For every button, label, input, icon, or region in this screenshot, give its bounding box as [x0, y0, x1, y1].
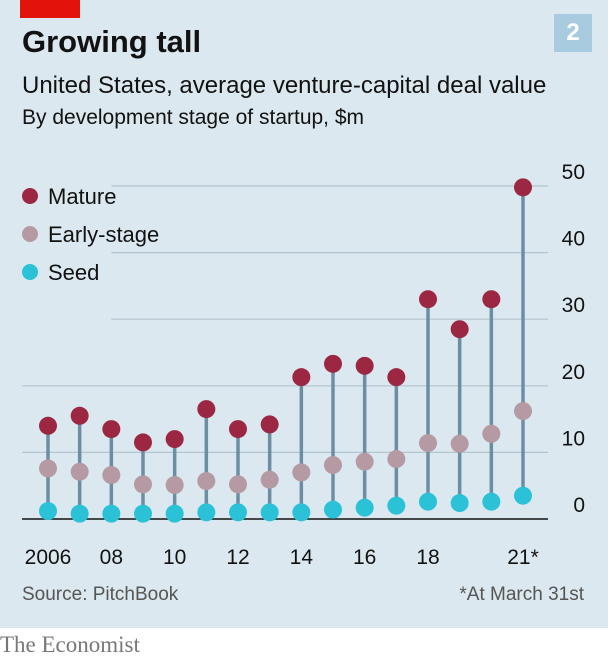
- point-early-stage-2009: [134, 475, 152, 494]
- x-tick-label: 18: [416, 546, 439, 569]
- point-mature-2008: [102, 420, 121, 439]
- chart-subtitle: United States, average venture-capital d…: [22, 72, 547, 99]
- chart-number-badge: 2: [554, 14, 592, 52]
- point-seed-2020: [482, 492, 501, 511]
- point-seed-2007: [70, 504, 89, 523]
- point-early-stage-2021: [514, 402, 532, 421]
- chart-panel: [0, 0, 608, 628]
- point-seed-2017: [387, 496, 406, 515]
- point-mature-2006: [39, 416, 57, 435]
- point-early-stage-2015: [324, 456, 342, 475]
- point-early-stage-2012: [229, 475, 247, 494]
- x-tick-label: 14: [290, 546, 314, 569]
- point-mature-2019: [450, 320, 469, 339]
- point-mature-2015: [324, 354, 342, 373]
- legend-marker: [22, 188, 38, 204]
- point-seed-2010: [165, 504, 184, 523]
- x-axis-ticks: 2006 08 10 12 14 16 18 21*: [25, 546, 539, 569]
- point-early-stage-2016: [355, 452, 374, 471]
- point-early-stage-2014: [292, 463, 311, 482]
- point-seed-2011: [197, 503, 216, 522]
- point-mature-2018: [419, 290, 437, 309]
- point-seed-2018: [419, 492, 437, 511]
- point-mature-2016: [355, 356, 374, 375]
- point-seed-2021: [514, 486, 532, 505]
- economist-logo: The Economist: [0, 632, 140, 657]
- legend-label: Mature: [48, 184, 116, 209]
- point-early-stage-2020: [482, 424, 501, 443]
- x-tick-label: 16: [353, 546, 376, 569]
- y-axis-ticks: 0 10 20 30 40 50: [562, 161, 585, 517]
- y-tick-label: 40: [562, 228, 585, 251]
- source-note: Source: PitchBook: [22, 584, 179, 605]
- y-tick-label: 10: [562, 427, 585, 450]
- x-tick-label: 10: [163, 546, 186, 569]
- point-seed-2019: [450, 494, 469, 513]
- point-early-stage-2011: [197, 472, 216, 491]
- x-tick-label: 08: [100, 546, 123, 569]
- point-early-stage-2017: [387, 450, 406, 469]
- point-mature-2021: [514, 178, 532, 197]
- point-early-stage-2010: [165, 476, 184, 495]
- chart-units-note: By development stage of startup, $m: [22, 106, 365, 129]
- point-seed-2013: [260, 503, 279, 522]
- point-mature-2014: [292, 368, 311, 387]
- legend-label: Seed: [48, 260, 99, 285]
- point-mature-2013: [260, 415, 279, 434]
- legend-marker: [22, 264, 38, 280]
- point-mature-2020: [482, 290, 501, 309]
- point-seed-2009: [134, 504, 152, 523]
- y-tick-label: 0: [573, 494, 585, 517]
- legend: Mature Early-stage Seed: [22, 184, 159, 285]
- point-seed-2012: [229, 503, 247, 522]
- point-seed-2015: [324, 500, 342, 519]
- y-tick-label: 30: [562, 294, 585, 317]
- point-mature-2012: [229, 420, 247, 439]
- point-mature-2011: [197, 400, 216, 419]
- footnote: *At March 31st: [459, 584, 584, 605]
- y-tick-label: 50: [562, 161, 585, 184]
- x-tick-label: 12: [226, 546, 249, 569]
- x-tick-label: 2006: [25, 546, 72, 569]
- point-early-stage-2018: [419, 434, 437, 453]
- point-early-stage-2013: [260, 470, 279, 489]
- x-tick-label: 21*: [507, 546, 539, 569]
- dumbbell-chart: 0 10 20 30 40 50 2006 08 10 12 14 16 18 21* Mature Ea…: [22, 161, 585, 569]
- point-seed-2016: [355, 498, 374, 517]
- y-tick-label: 20: [562, 361, 585, 384]
- point-mature-2007: [70, 406, 89, 425]
- point-early-stage-2008: [102, 466, 121, 485]
- data-points: [39, 178, 532, 523]
- point-mature-2017: [387, 368, 406, 387]
- point-seed-2008: [102, 504, 121, 523]
- point-mature-2010: [165, 430, 184, 449]
- point-early-stage-2006: [39, 459, 57, 478]
- brand-accent-bar: [20, 0, 80, 18]
- legend-marker: [22, 226, 38, 242]
- chart-title: Growing tall: [22, 24, 202, 59]
- point-mature-2009: [134, 433, 152, 452]
- point-seed-2014: [292, 503, 311, 522]
- legend-label: Early-stage: [48, 222, 159, 247]
- point-seed-2006: [39, 502, 57, 521]
- point-early-stage-2019: [450, 434, 469, 453]
- point-early-stage-2007: [70, 462, 89, 481]
